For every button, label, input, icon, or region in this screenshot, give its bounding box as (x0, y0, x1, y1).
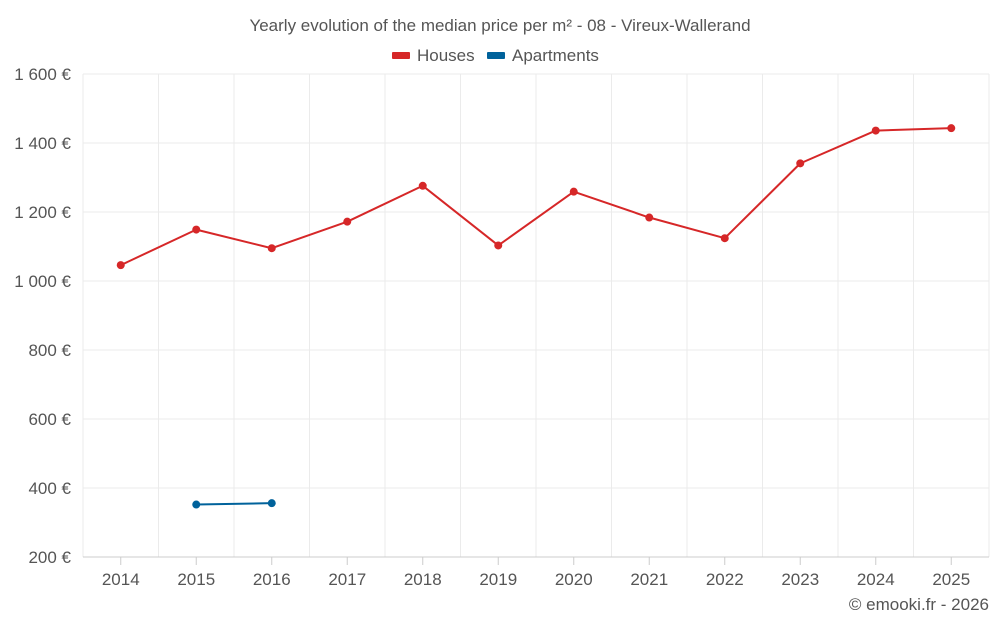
x-tick-label: 2025 (932, 570, 970, 589)
x-tick-label: 2023 (781, 570, 819, 589)
series-line-apartments (195, 502, 273, 506)
x-tick-label: 2016 (253, 570, 291, 589)
x-tick-label: 2015 (177, 570, 215, 589)
y-tick-label: 200 € (28, 548, 71, 567)
y-tick-label: 1 400 € (14, 134, 71, 153)
x-tick-label: 2020 (555, 570, 593, 589)
chart-title: Yearly evolution of the median price per… (249, 16, 750, 35)
data-point-apartments-2016[interactable] (267, 499, 276, 508)
y-tick-label: 800 € (28, 341, 71, 360)
data-point-houses-2021[interactable] (645, 213, 654, 222)
credit-text: © emooki.fr - 2026 (849, 595, 989, 614)
data-point-houses-2019[interactable] (494, 241, 503, 250)
data-point-houses-2016[interactable] (267, 244, 276, 253)
x-tick-label: 2019 (479, 570, 517, 589)
legend-swatch-apartments (487, 52, 505, 59)
series-apartments (192, 499, 276, 509)
x-tick-label: 2021 (630, 570, 668, 589)
legend: Houses Apartments (392, 46, 599, 65)
x-tick-label: 2018 (404, 570, 442, 589)
x-tick-label: 2022 (706, 570, 744, 589)
axes: 200 € 400 € 600 € 800 € 1 000 € 1 200 € 1 400 … (14, 65, 989, 589)
data-point-apartments-2015[interactable] (192, 500, 201, 509)
series-houses (116, 124, 956, 270)
data-point-houses-2017[interactable] (343, 217, 352, 226)
legend-label-apartments: Apartments (512, 46, 599, 65)
series-line-houses (119, 127, 953, 267)
y-tick-label: 400 € (28, 479, 71, 498)
y-tick-label: 1 000 € (14, 272, 71, 291)
data-point-houses-2025[interactable] (947, 124, 956, 133)
x-tick-label: 2017 (328, 570, 366, 589)
y-tick-label: 1 200 € (14, 203, 71, 222)
data-point-houses-2020[interactable] (569, 187, 578, 196)
x-tick-label: 2014 (102, 570, 140, 589)
y-tick-label: 1 600 € (14, 65, 71, 84)
data-point-houses-2015[interactable] (192, 225, 201, 234)
x-tick-label: 2024 (857, 570, 895, 589)
data-point-houses-2023[interactable] (796, 159, 805, 168)
data-point-houses-2024[interactable] (871, 126, 880, 135)
legend-item-houses[interactable]: Houses (392, 46, 475, 65)
data-point-houses-2022[interactable] (720, 234, 729, 243)
grid (82, 73, 990, 557)
legend-label-houses: Houses (417, 46, 475, 65)
legend-item-apartments[interactable]: Apartments (487, 46, 599, 65)
data-point-houses-2018[interactable] (418, 181, 427, 190)
data-point-houses-2014[interactable] (116, 261, 125, 270)
y-tick-label: 600 € (28, 410, 71, 429)
legend-swatch-houses (392, 52, 410, 59)
series (116, 124, 956, 509)
